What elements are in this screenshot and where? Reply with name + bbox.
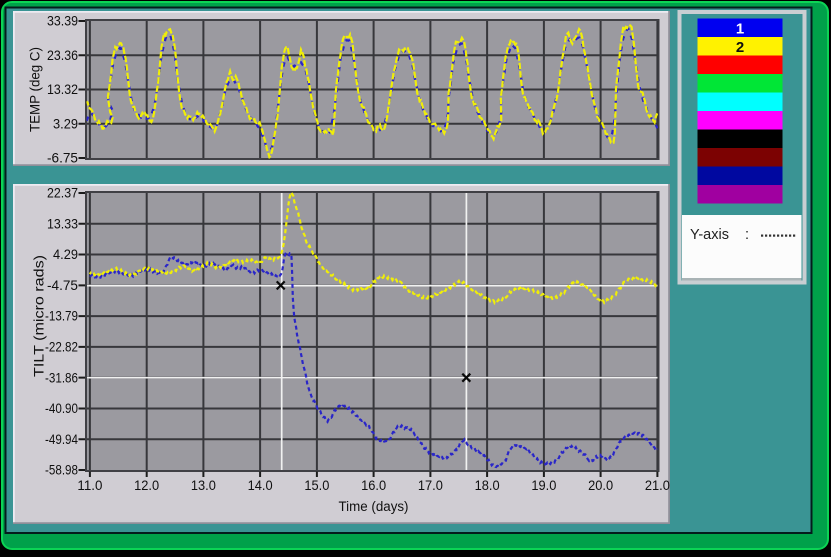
svg-text:2: 2 [736,39,744,56]
svg-text:14.0: 14.0 [248,478,273,493]
svg-text:-31.86: -31.86 [45,370,78,385]
svg-text:4.29: 4.29 [53,247,78,262]
svg-text:-13.79: -13.79 [45,309,78,324]
svg-text:1: 1 [736,21,744,38]
svg-text:-22.82: -22.82 [45,340,78,355]
svg-text:15.0: 15.0 [304,478,329,493]
svg-text:-49.94: -49.94 [45,432,78,447]
svg-text:TEMP (deg C): TEMP (deg C) [28,47,43,132]
svg-text:13.32: 13.32 [47,82,78,97]
svg-text:22.37: 22.37 [47,186,78,201]
svg-text:13.33: 13.33 [47,216,78,231]
svg-text:11.0: 11.0 [77,478,102,493]
svg-text:Time (days): Time (days) [339,499,409,514]
svg-text:12.0: 12.0 [134,478,159,493]
svg-text:33.39: 33.39 [47,14,78,29]
svg-text:TILT (micro rads): TILT (micro rads) [32,255,47,377]
svg-text:Y-axis: Y-axis [690,227,729,243]
svg-text:-6.75: -6.75 [47,151,78,166]
svg-text:20.0: 20.0 [588,478,613,493]
svg-text:21.0: 21.0 [645,478,670,493]
svg-text:13.0: 13.0 [191,478,216,493]
svg-text:-40.90: -40.90 [45,401,78,416]
svg-text:16.0: 16.0 [361,478,386,493]
svg-text:17.0: 17.0 [418,478,443,493]
svg-text:19.0: 19.0 [531,478,556,493]
svg-text:18.0: 18.0 [475,478,500,493]
svg-text:-58.98: -58.98 [45,463,78,478]
svg-text:23.36: 23.36 [47,48,78,63]
svg-text:3.29: 3.29 [53,116,78,131]
svg-text:-4.75: -4.75 [47,278,78,293]
svg-text::: : [745,227,749,243]
